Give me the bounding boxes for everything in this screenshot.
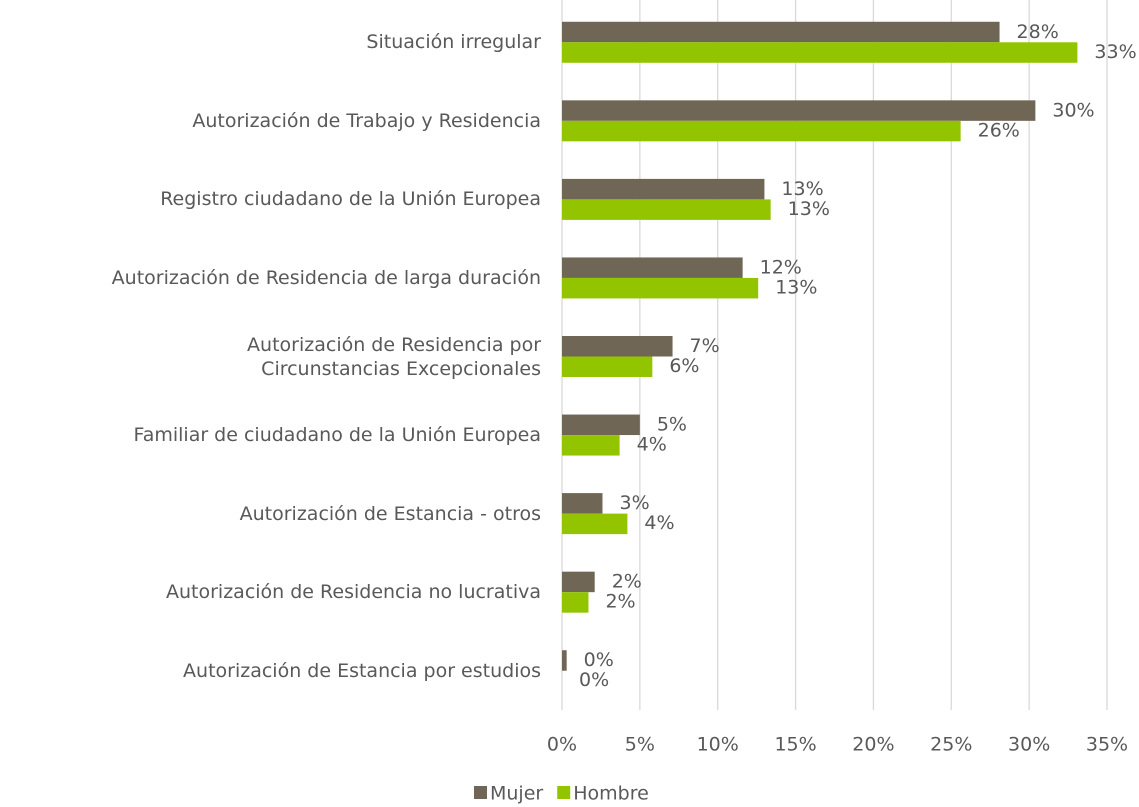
legend-swatch (557, 786, 571, 799)
category-label: Autorización de Estancia por estudios (183, 659, 541, 682)
x-tick-label: 20% (852, 734, 894, 756)
bar (562, 493, 603, 514)
category-label: Autorización de Residencia de larga dura… (111, 266, 541, 289)
bar (562, 120, 961, 142)
data-label: 6% (669, 355, 699, 377)
x-tick-label: 15% (774, 734, 816, 756)
bar (562, 277, 759, 299)
data-label: 26% (978, 119, 1020, 141)
x-tick-label: 35% (1086, 734, 1128, 756)
data-label: 2% (612, 571, 642, 593)
category-label: Familiar de ciudadano de la Unión Europe… (133, 424, 541, 447)
data-label: 0% (579, 669, 609, 691)
data-label: 0% (584, 649, 614, 671)
legend-label: Hombre (573, 783, 649, 805)
bar (562, 21, 1000, 43)
bar (562, 356, 653, 377)
bar (562, 513, 628, 535)
bar (562, 650, 567, 671)
category-label: Registro ciudadano de la Unión Europea (160, 188, 541, 211)
bar (562, 100, 1036, 121)
data-label: 13% (788, 198, 830, 220)
bar (562, 178, 765, 200)
data-label: 13% (775, 276, 817, 298)
data-label: 4% (644, 512, 674, 534)
data-label: 7% (690, 335, 720, 357)
bar (562, 42, 1078, 63)
data-label: 4% (637, 434, 667, 456)
data-label: 33% (1094, 41, 1136, 63)
data-label: 28% (1017, 21, 1059, 43)
x-tick-label: 30% (1008, 734, 1050, 756)
x-tick-label: 25% (930, 734, 972, 756)
bar (562, 257, 743, 278)
bar (562, 199, 771, 220)
data-label: 12% (760, 256, 802, 278)
legend-label: Mujer (490, 783, 543, 805)
data-label: 30% (1052, 99, 1094, 121)
x-tick-label: 0% (547, 734, 577, 756)
bar (562, 592, 589, 613)
x-tick-label: 5% (625, 734, 655, 756)
category-label: Situación irregular (366, 31, 541, 54)
x-tick-label: 10% (697, 734, 739, 756)
legend-swatch (474, 786, 487, 799)
data-label: 13% (781, 178, 823, 200)
category-label: Autorización de Residencia por Circunsta… (247, 333, 541, 380)
category-label: Autorización de Trabajo y Residencia (192, 109, 541, 132)
category-label: Autorización de Estancia - otros (239, 502, 541, 525)
bar (562, 435, 620, 456)
data-label: 5% (657, 414, 687, 436)
data-label: 2% (605, 591, 635, 613)
bar (562, 336, 673, 357)
bar (562, 571, 595, 593)
category-label: Autorización de Residencia no lucrativa (166, 581, 541, 604)
data-label: 3% (619, 492, 649, 514)
bar (562, 414, 640, 436)
